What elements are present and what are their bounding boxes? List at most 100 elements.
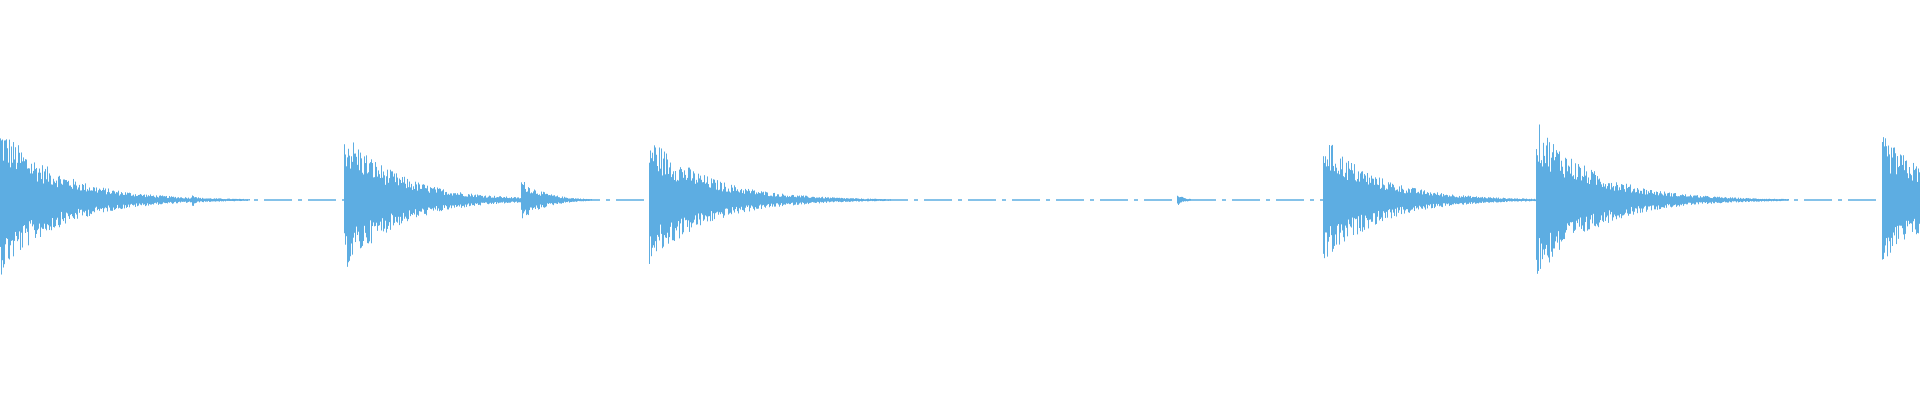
waveform-sample (1591, 169, 1592, 216)
waveform-sample (1344, 177, 1345, 242)
waveform-sample (404, 176, 405, 219)
waveform-sample (852, 198, 853, 202)
waveform-sample (823, 198, 824, 203)
waveform-sample (377, 176, 378, 231)
waveform-sample (37, 181, 38, 231)
waveform-sample (1544, 155, 1545, 255)
waveform-sample (456, 194, 457, 207)
waveform-sample (148, 195, 149, 206)
waveform-sample (15, 147, 16, 232)
waveform-sample (1460, 197, 1461, 204)
waveform-sample (1689, 196, 1690, 203)
waveform-sample (438, 188, 439, 209)
waveform-sample (1561, 160, 1562, 242)
waveform-sample (70, 185, 71, 215)
waveform-sample (713, 179, 714, 214)
waveform-sample (170, 197, 171, 202)
waveform-sample (1189, 198, 1190, 201)
waveform-sample (788, 196, 789, 204)
waveform-sample (18, 145, 19, 240)
waveform-sample (1397, 189, 1398, 208)
waveform-sample (1749, 198, 1750, 202)
waveform-sample (1188, 199, 1189, 202)
waveform-sample (880, 199, 881, 201)
waveform-sample (59, 175, 60, 228)
waveform-sample (724, 182, 725, 216)
waveform-sample (554, 195, 555, 204)
waveform-sample (23, 157, 24, 227)
waveform-sample (1672, 196, 1673, 207)
waveform-sample (566, 197, 567, 202)
waveform-sample (824, 198, 825, 202)
waveform-sample (122, 193, 123, 209)
waveform-sample (1680, 195, 1681, 205)
waveform-sample (1899, 165, 1900, 226)
waveform-sample (130, 193, 131, 205)
waveform-sample (464, 196, 465, 208)
waveform-sample (363, 174, 364, 241)
waveform-sample (574, 198, 575, 202)
waveform-sample (772, 196, 773, 207)
waveform-sample (63, 179, 64, 222)
waveform-sample (1771, 199, 1772, 202)
waveform-sample (751, 191, 752, 206)
waveform-sample (403, 182, 404, 213)
waveform-sample (442, 190, 443, 211)
waveform-sample (399, 178, 400, 226)
waveform-sample (1431, 193, 1432, 209)
waveform-sample (1385, 189, 1386, 218)
waveform-sample (837, 197, 838, 202)
waveform-sample (448, 193, 449, 210)
waveform-sample (1587, 183, 1588, 231)
waveform-sample (1329, 145, 1330, 237)
waveform-sample (555, 196, 556, 204)
waveform-sample (1515, 198, 1516, 202)
waveform-sample (216, 198, 217, 202)
waveform-sample (1435, 193, 1436, 207)
waveform-sample (1603, 183, 1604, 223)
waveform-sample (351, 156, 352, 244)
waveform-sample (452, 195, 453, 206)
waveform-sample (92, 190, 93, 212)
waveform-sample (132, 195, 133, 205)
waveform-sample (1531, 198, 1532, 202)
waveform-sample (1605, 184, 1606, 221)
waveform-sample (1563, 173, 1564, 239)
waveform-sample (1395, 190, 1396, 209)
waveform-sample (447, 194, 448, 210)
waveform-sample (240, 198, 241, 202)
waveform-sample (1457, 197, 1458, 204)
waveform-sample (164, 196, 165, 203)
waveform-sample (859, 198, 860, 202)
waveform-sample (1674, 193, 1675, 206)
waveform-sample (424, 184, 425, 214)
waveform-sample (75, 181, 76, 213)
waveform-sample (857, 198, 858, 201)
waveform-sample (1582, 175, 1583, 226)
waveform-sample (806, 195, 807, 204)
waveform-sample (756, 192, 757, 209)
waveform-sample (1526, 198, 1527, 202)
waveform-sample (1478, 197, 1479, 204)
waveform-sample (477, 194, 478, 204)
waveform-sample (1894, 147, 1895, 236)
waveform-sample (120, 194, 121, 209)
waveform-sample (1589, 184, 1590, 230)
waveform-sample (1527, 199, 1528, 201)
waveform-sample (8, 162, 9, 259)
waveform-sample (722, 191, 723, 214)
waveform-sample (534, 189, 535, 208)
waveform-sample (386, 176, 387, 233)
waveform-sample (506, 196, 507, 203)
waveform-sample (799, 195, 800, 204)
waveform-sample (14, 159, 15, 241)
waveform-sample (848, 198, 849, 202)
waveform-sample (661, 148, 662, 234)
waveform-sample (1642, 193, 1643, 213)
waveform-sample (509, 197, 510, 203)
waveform-sample (557, 195, 558, 204)
waveform-sample (1474, 197, 1475, 203)
waveform-sample (1383, 184, 1384, 212)
waveform-sample (441, 191, 442, 212)
waveform-sample (1908, 178, 1909, 221)
